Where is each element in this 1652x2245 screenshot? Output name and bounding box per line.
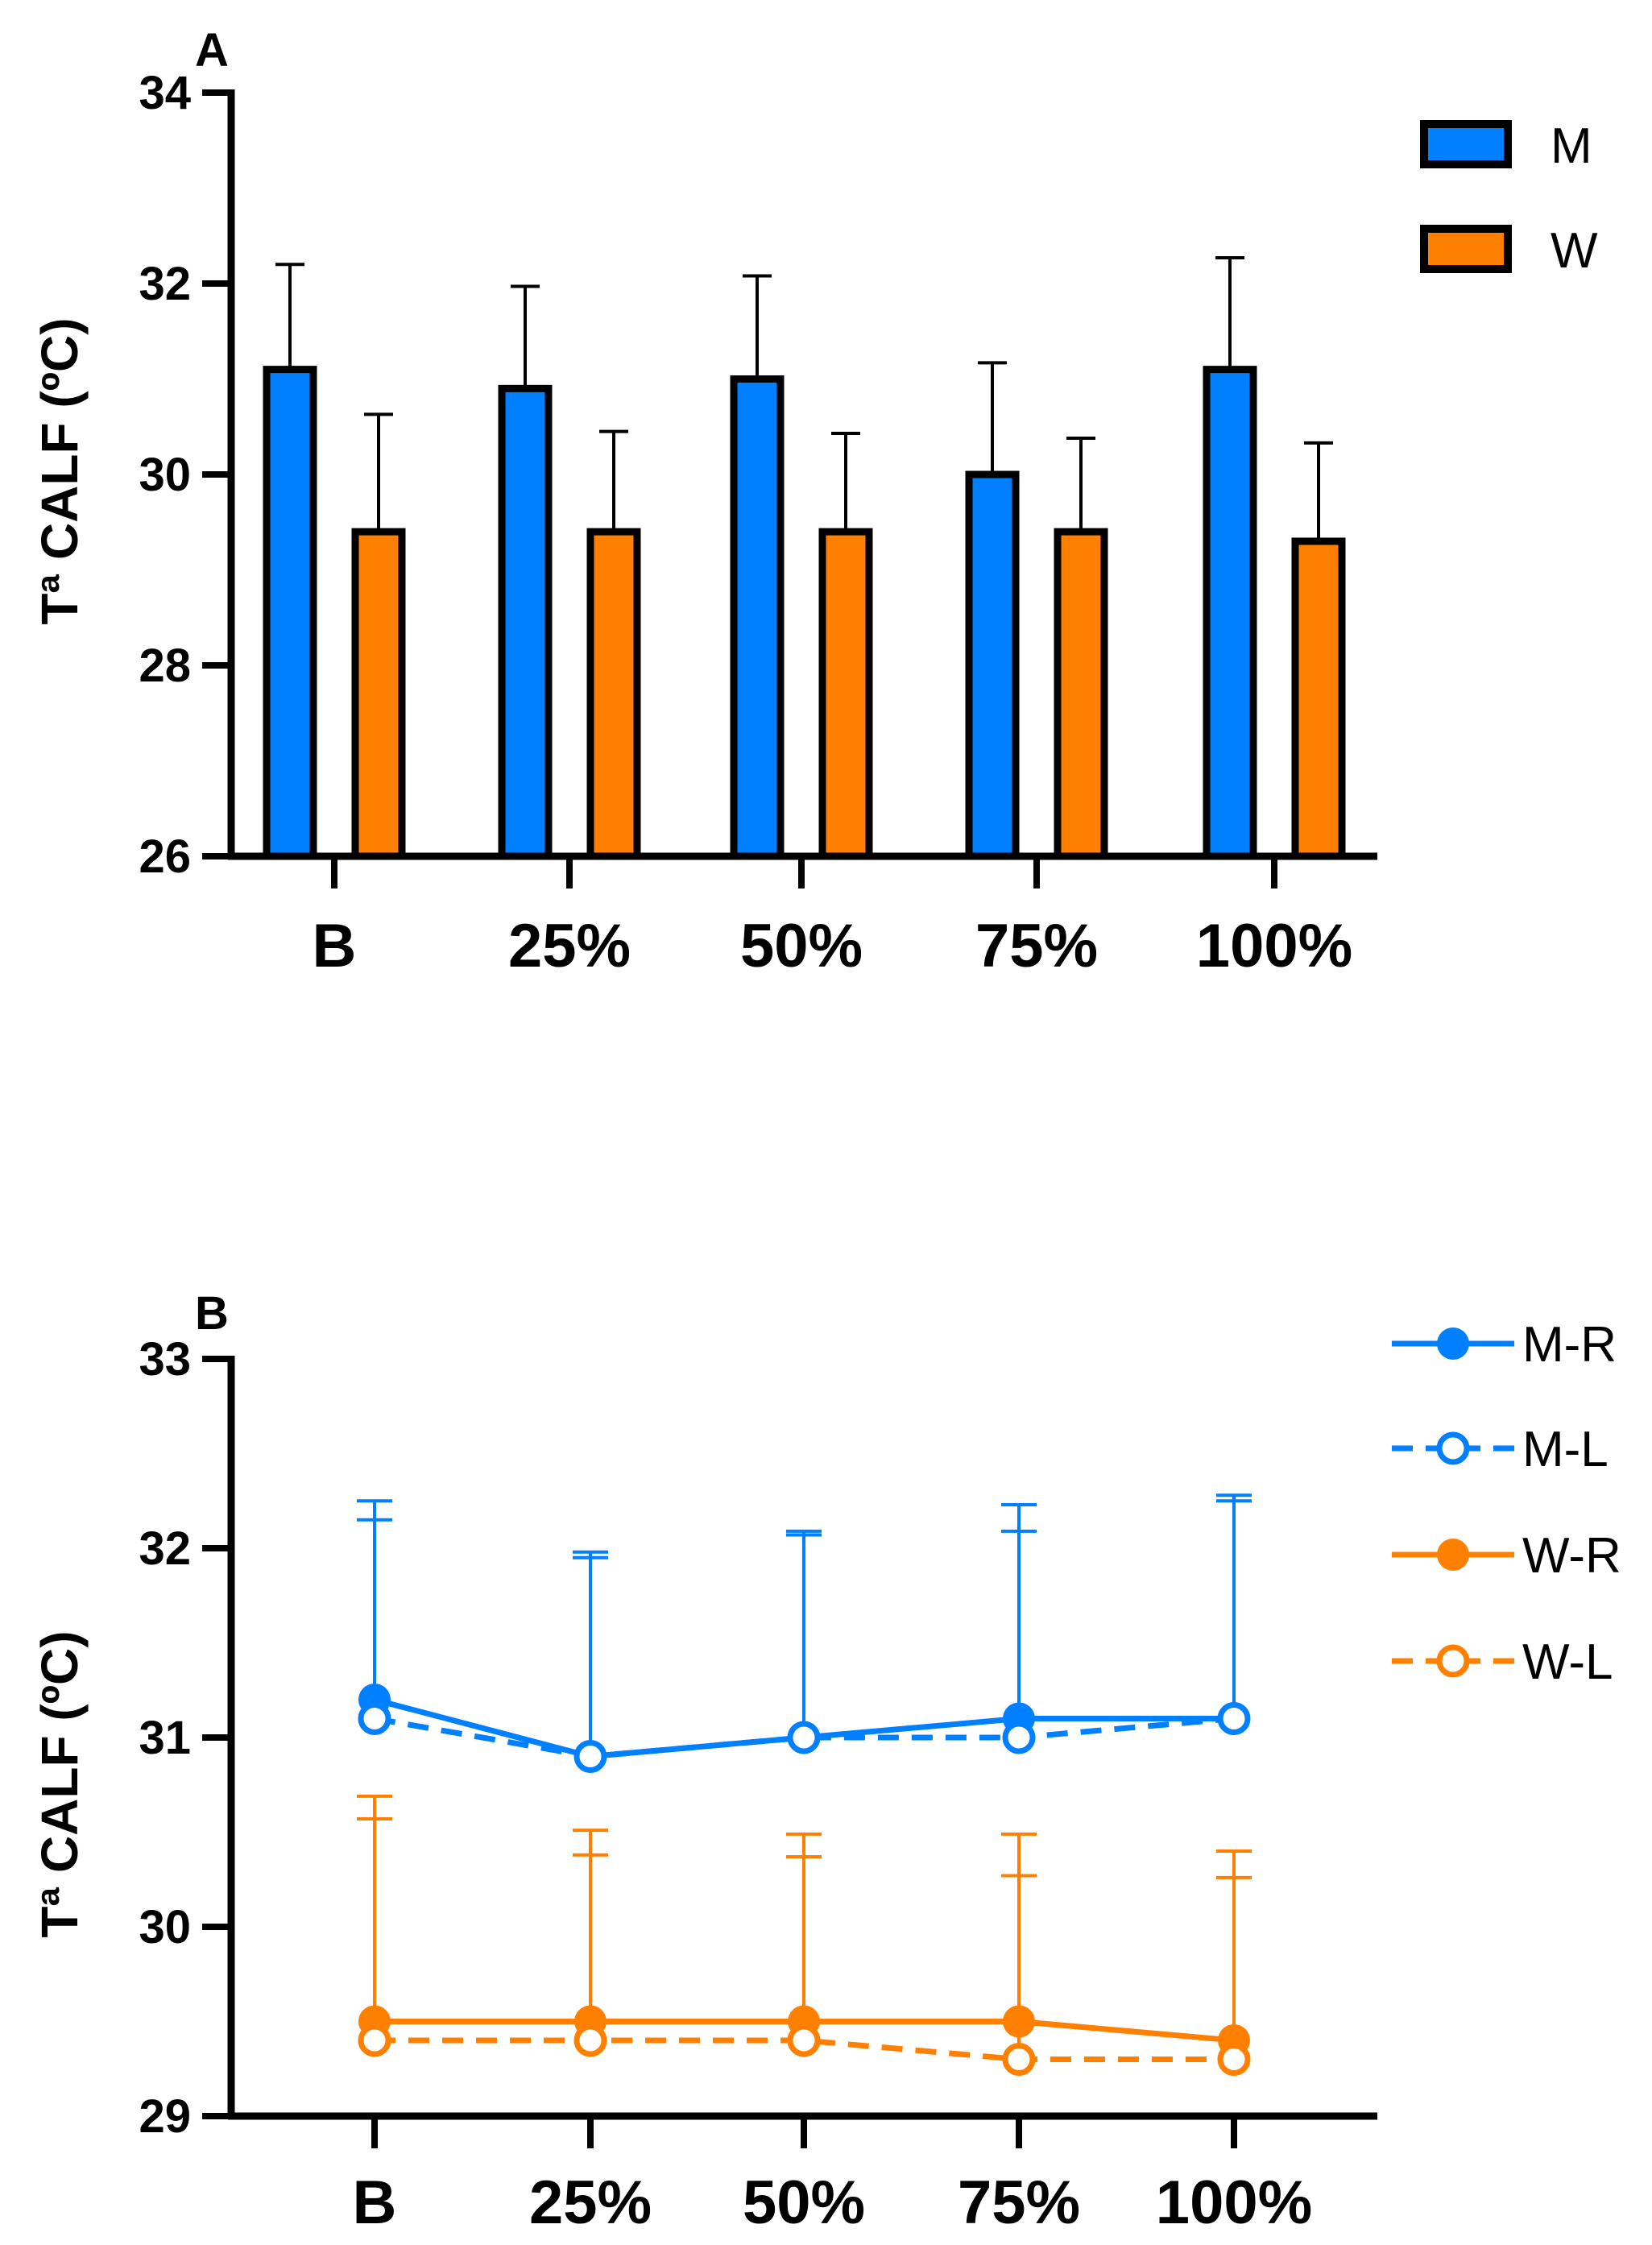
panel-b-series (357, 1493, 1252, 2076)
panel-b-series-line-M-L (374, 1716, 1235, 1760)
panel-b-point-W-L (1217, 2043, 1251, 2076)
panel-b-legend: M-R M-L W-R W-L (1392, 1317, 1621, 1690)
panel-a-letter: A (195, 24, 229, 77)
panel-a-legend: MW (1420, 118, 1598, 279)
panel-a-x-tick-label: B (313, 912, 357, 980)
panel-b-point-M-L (1002, 1721, 1036, 1754)
panel-a-x-tick-label: 25% (508, 912, 631, 980)
panel-b-legend-marker-M-R (1437, 1328, 1469, 1360)
panel-b-y-axis-label: Tª CALF (ºC) (31, 1630, 89, 1937)
panel-b-y-ticks: 29 30 31 32 33 (139, 1333, 231, 2143)
panel-b-y-tick-label: 31 (139, 1712, 191, 1764)
panel-a-y-tick-label: 26 (139, 830, 191, 883)
panel-b-legend-label: M-L (1522, 1422, 1609, 1477)
panel-b-legend-marker-W-R (1437, 1539, 1469, 1571)
panel-a-legend-swatch-M (1420, 120, 1512, 168)
panel-b-y-tick-label: 30 (139, 1901, 191, 1953)
panel-a-bar-M (498, 384, 553, 860)
panel-b-point-W-L (358, 2023, 391, 2057)
panel-a-bar-W (351, 528, 406, 860)
panel-b-point-M-L (358, 1702, 391, 1735)
panel-a-bar-W (1291, 537, 1346, 860)
panel-b-y-tick-label: 33 (139, 1333, 191, 1386)
panel-a-y-ticks: 26 28 30 32 34 (139, 67, 231, 883)
panel-a-x-tick-label: 75% (975, 912, 1098, 980)
panel-a-y-tick-label: 34 (139, 67, 191, 119)
panel-b-series-line-W-L (375, 2037, 1234, 2062)
panel-b-line-chart: B Tª CALF (ºC) 29 30 31 32 33 B 25% 50% 75% 100%… (31, 1287, 1621, 2237)
panel-b-x-tick-label: 75% (958, 2168, 1080, 2237)
panel-a-bars (263, 256, 1346, 860)
panel-b-x-tick-label: 25% (529, 2168, 652, 2237)
panel-a-bar-W (586, 528, 641, 860)
panel-b-x-tick-label: 50% (743, 2168, 865, 2237)
panel-a-bar-M (263, 366, 317, 860)
panel-b-axes (227, 1356, 1377, 2120)
panel-a-x-tick-label: 100% (1196, 912, 1352, 980)
panel-b-x-tick-label: B (353, 2168, 397, 2237)
panel-a-legend-label: W (1551, 223, 1598, 279)
panel-b-point-W-R (1003, 2005, 1035, 2038)
panel-b-point-W-L (573, 2023, 607, 2057)
panel-b-y-tick-label: 29 (139, 2090, 191, 2143)
panel-a-bar-M (1203, 366, 1257, 860)
panel-b-x-ticks: B 25% 50% 75% 100% (353, 2116, 1312, 2237)
panel-b-legend-marker-W-L (1436, 1644, 1470, 1678)
panel-a-bar-W (818, 528, 873, 860)
panel-a-axes (227, 89, 1377, 860)
panel-b-point-M-L (1217, 1702, 1251, 1735)
panel-a-y-axis-label: Tª CALF (ºC) (31, 317, 89, 624)
panel-a-bar-M (965, 470, 1020, 860)
panel-b-legend-label: M-R (1522, 1317, 1617, 1373)
panel-b-legend-marker-M-L (1436, 1431, 1470, 1465)
panel-a-y-tick-label: 32 (139, 258, 191, 310)
panel-b-point-W-L (787, 2023, 821, 2057)
panel-a-bar-W (1054, 528, 1108, 860)
panel-b-point-W-L (1002, 2043, 1036, 2076)
panel-a-x-ticks: B 25% 50% 75% 100% (313, 856, 1352, 980)
panel-b-point-M-L (573, 1740, 607, 1773)
panel-a-legend-swatch-W (1420, 225, 1512, 273)
panel-b-point-M-L (787, 1721, 821, 1754)
panel-b-letter: B (195, 1287, 229, 1340)
panel-a-y-tick-label: 28 (139, 640, 191, 692)
panel-a-bar-chart: A Tª CALF (ºC) 26 28 30 32 34 B 25% 50% 75% 100%… (31, 24, 1598, 980)
panel-a-y-tick-label: 30 (139, 449, 191, 501)
panel-a-bar-M (730, 375, 785, 860)
panel-b-x-tick-label: 100% (1156, 2168, 1312, 2237)
panel-b-legend-label: W-L (1522, 1634, 1613, 1690)
panel-b-legend-label: W-R (1522, 1528, 1621, 1584)
panel-a-legend-label: M (1551, 118, 1592, 174)
panel-a-x-tick-label: 50% (740, 912, 863, 980)
panel-b-y-tick-label: 32 (139, 1522, 191, 1575)
